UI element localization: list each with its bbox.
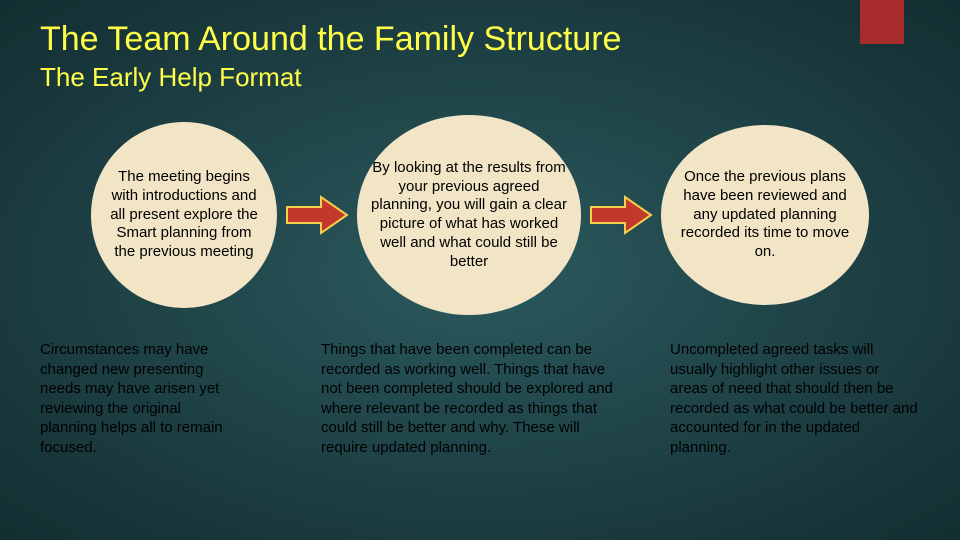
bottom-col-3: Uncompleted agreed tasks will usually hi…: [670, 340, 920, 457]
oval-text-3: Once the previous plans have been review…: [661, 168, 869, 262]
arrow-2: [589, 195, 653, 235]
slide-title: The Team Around the Family Structure: [40, 20, 621, 59]
slide-subtitle: The Early Help Format: [40, 62, 302, 93]
arrow-right-icon: [591, 197, 651, 233]
oval-step-1: The meeting begins with introductions an…: [91, 122, 277, 308]
arrow-1: [285, 195, 349, 235]
bottom-col-1: Circumstances may have changed new prese…: [40, 340, 240, 457]
oval-step-3: Once the previous plans have been review…: [661, 125, 869, 305]
accent-tab: [860, 0, 904, 44]
oval-text-2: By looking at the results from your prev…: [357, 159, 581, 272]
arrow-right-icon: [287, 197, 347, 233]
oval-step-2: By looking at the results from your prev…: [357, 115, 581, 315]
oval-text-1: The meeting begins with introductions an…: [91, 168, 277, 262]
bottom-col-2: Things that have been completed can be r…: [321, 340, 621, 457]
bottom-row: Circumstances may have changed new prese…: [0, 340, 960, 457]
flow-row: The meeting begins with introductions an…: [0, 115, 960, 315]
